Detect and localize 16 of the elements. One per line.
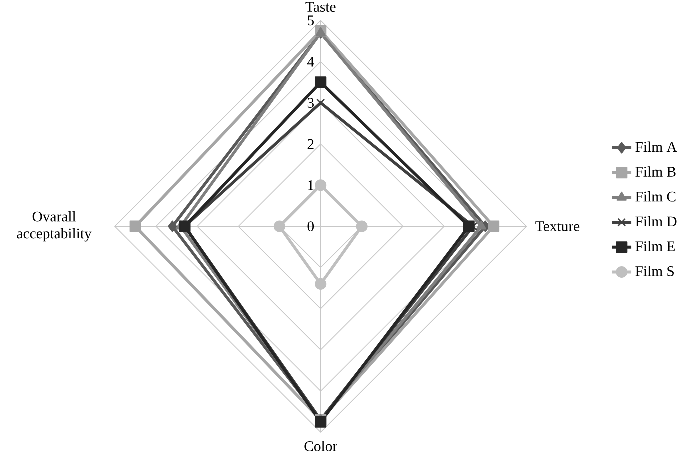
legend-label: Film D [636, 216, 677, 227]
y-tick-label: 0 [308, 222, 314, 232]
y-tick-label: 3 [308, 98, 314, 108]
legend-label: Film B [636, 166, 676, 177]
legend-label: Film C [636, 192, 676, 202]
y-tick-label: 2 [308, 139, 314, 150]
legend-label: Film E [636, 241, 675, 252]
spoke-label: Ovarall acceptability [17, 212, 92, 242]
y-tick-label: 4 [308, 57, 314, 67]
spoke-label: Taste [306, 2, 336, 12]
y-tick-label: 1 [308, 180, 314, 190]
legend-label: Film S [636, 266, 674, 276]
y-tick-label: 5 [308, 16, 314, 26]
spoke-label: Texture [536, 222, 580, 232]
spoke-label: Color [304, 441, 338, 452]
legend-label: Film A [636, 142, 678, 152]
